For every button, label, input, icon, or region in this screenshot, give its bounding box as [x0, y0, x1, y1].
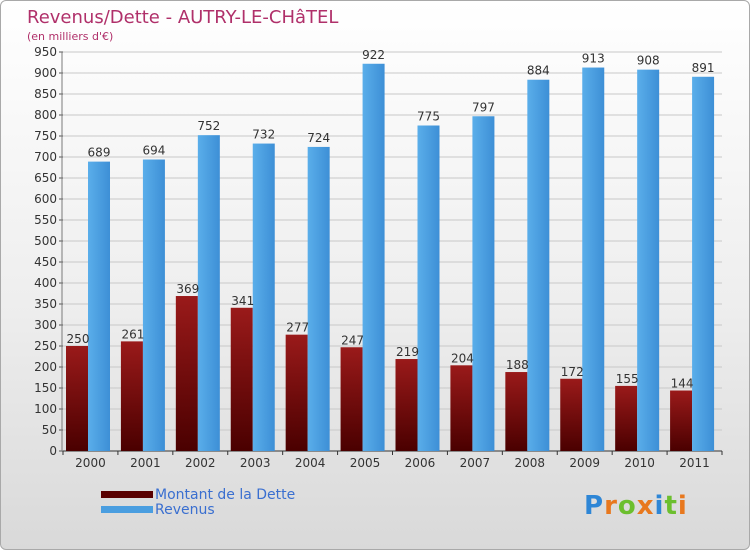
proxiti-logo-letter: x: [636, 491, 655, 521]
y-tick-label: 0: [49, 444, 57, 458]
x-tick-label: 2000: [75, 456, 106, 470]
bar-revenus-2011: [692, 76, 715, 451]
x-tick-label: 2005: [350, 456, 381, 470]
y-tick-label: 250: [34, 339, 57, 353]
data-label-revenus-2011: 891: [692, 61, 715, 75]
bar-revenus-2004: [307, 146, 330, 452]
y-tick-label: 700: [34, 150, 57, 164]
y-tick-label: 100: [34, 402, 57, 416]
bar-dette-2006: [395, 359, 418, 451]
data-label-dette-2001: 261: [121, 327, 144, 341]
data-label-dette-2000: 250: [67, 332, 90, 346]
bar-revenus-2006: [417, 125, 440, 451]
proxiti-logo-letter: o: [617, 491, 637, 521]
data-label-revenus-2006: 775: [417, 110, 440, 124]
legend-item-revenus: Revenus: [101, 501, 295, 518]
y-tick-label: 300: [34, 318, 57, 332]
y-tick-label: 650: [34, 171, 57, 185]
legend-label-revenus: Revenus: [155, 501, 215, 518]
data-label-dette-2006: 219: [396, 345, 419, 359]
proxiti-logo-letter: r: [604, 491, 618, 521]
proxiti-logo-letter: i: [677, 491, 688, 521]
data-label-revenus-2002: 752: [197, 119, 220, 133]
bar-dette-2011: [670, 390, 693, 451]
x-tick-label: 2004: [295, 456, 326, 470]
data-label-dette-2002: 369: [176, 282, 199, 296]
y-tick-label: 450: [34, 255, 57, 269]
y-tick-label: 50: [42, 423, 57, 437]
data-label-dette-2005: 247: [341, 333, 364, 347]
bar-revenus-2010: [637, 69, 660, 451]
bar-revenus-2002: [197, 135, 220, 451]
data-label-dette-2009: 172: [561, 365, 584, 379]
data-label-dette-2003: 341: [231, 294, 254, 308]
x-tick-label: 2011: [679, 456, 710, 470]
y-tick-label: 750: [34, 129, 57, 143]
x-tick-label: 2007: [460, 456, 491, 470]
x-tick-label: 2006: [405, 456, 436, 470]
data-label-dette-2011: 144: [671, 377, 694, 391]
bar-revenus-2009: [582, 67, 605, 451]
data-label-revenus-2009: 913: [582, 52, 605, 66]
chart-subtitle: (en milliers d'€): [27, 30, 114, 43]
data-label-revenus-2008: 884: [527, 64, 550, 78]
data-label-dette-2007: 204: [451, 351, 474, 365]
y-tick-label: 150: [34, 381, 57, 395]
y-tick-label: 600: [34, 192, 57, 206]
data-label-revenus-2004: 724: [307, 131, 330, 145]
data-label-revenus-2001: 694: [142, 144, 165, 158]
y-tick-label: 200: [34, 360, 57, 374]
legend-item-dette: Montant de la Dette: [101, 486, 296, 503]
data-label-revenus-2007: 797: [472, 100, 495, 114]
bar-revenus-2005: [362, 63, 385, 451]
proxiti-logo-letter: i: [654, 491, 665, 521]
x-tick-label: 2010: [624, 456, 655, 470]
data-label-revenus-2005: 922: [362, 48, 385, 62]
bar-dette-2000: [66, 346, 88, 451]
x-tick-label: 2009: [569, 456, 600, 470]
bar-dette-2007: [450, 365, 473, 451]
y-tick-label: 800: [34, 108, 57, 122]
y-tick-label: 850: [34, 87, 57, 101]
bar-revenus-2008: [527, 79, 550, 451]
bar-dette-2002: [175, 296, 198, 451]
data-label-revenus-2010: 908: [637, 54, 660, 68]
chart-title: Revenus/Dette - AUTRY-LE-CHâTEL: [27, 7, 339, 28]
x-tick-label: 2001: [130, 456, 161, 470]
y-tick-label: 550: [34, 213, 57, 227]
data-label-dette-2004: 277: [286, 321, 309, 335]
bar-dette-2005: [340, 347, 363, 451]
data-label-dette-2008: 188: [506, 358, 529, 372]
chart-legend: Montant de la Dette Revenus: [101, 486, 296, 518]
y-tick-label: 500: [34, 234, 57, 248]
legend-label-dette: Montant de la Dette: [155, 486, 296, 503]
bar-dette-2008: [505, 372, 528, 451]
bar-revenus-2003: [252, 143, 275, 451]
y-tick-label: 350: [34, 297, 57, 311]
bar-dette-2003: [230, 307, 253, 451]
bar-dette-2009: [560, 378, 583, 451]
x-tick-label: 2008: [515, 456, 546, 470]
proxiti-logo-letter: P: [584, 491, 605, 521]
legend-swatch-revenus: [101, 506, 153, 513]
bar-revenus-2001: [142, 159, 165, 451]
data-label-revenus-2000: 689: [88, 146, 111, 160]
y-tick-label: 950: [34, 45, 57, 59]
proxiti-logo-letter: t: [664, 491, 678, 521]
data-label-revenus-2003: 732: [252, 128, 275, 142]
bar-revenus-2000: [88, 161, 110, 451]
bar-revenus-2007: [472, 116, 495, 451]
bar-dette-2010: [615, 385, 638, 451]
y-tick-label: 900: [34, 66, 57, 80]
bar-dette-2001: [120, 341, 143, 451]
x-tick-label: 2003: [240, 456, 271, 470]
y-tick-label: 400: [34, 276, 57, 290]
bar-dette-2004: [285, 334, 308, 451]
legend-swatch-dette: [101, 491, 153, 498]
data-label-dette-2010: 155: [616, 372, 639, 386]
proxiti-logo: Proxiti: [584, 491, 688, 521]
x-tick-label: 2002: [185, 456, 216, 470]
